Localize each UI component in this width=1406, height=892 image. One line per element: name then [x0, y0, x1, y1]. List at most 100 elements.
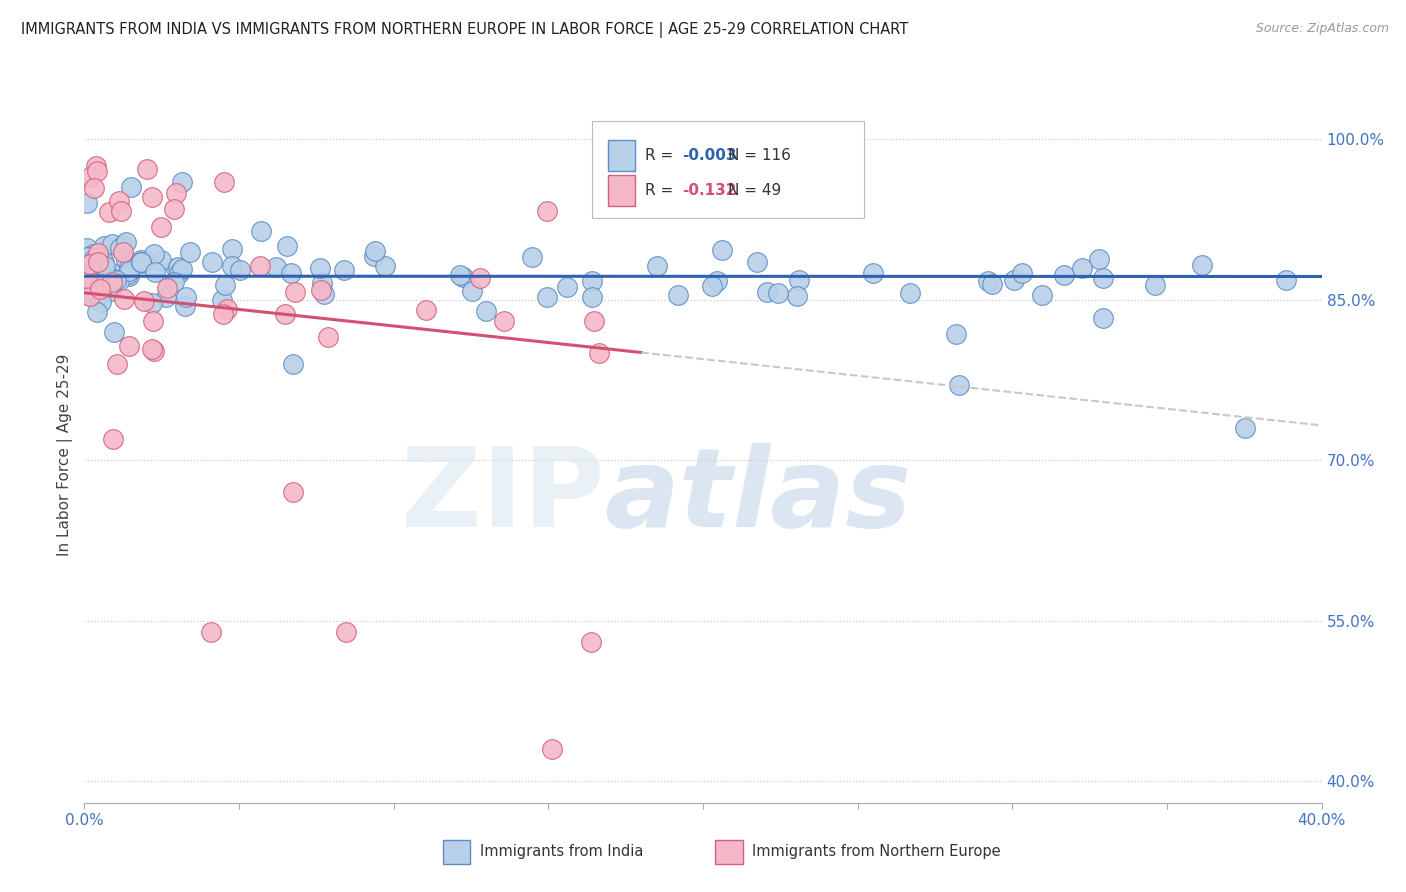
- Point: [129, 252, 152, 267]
- Point: [647, 259, 669, 273]
- Point: [93, 271, 115, 285]
- Point: [83, 252, 105, 266]
- Point: [1087, 252, 1109, 267]
- Point: [89, 277, 111, 291]
- Point: [250, 223, 273, 237]
- Point: [1274, 273, 1296, 287]
- Text: Immigrants from Northern Europe: Immigrants from Northern Europe: [752, 844, 1001, 859]
- Point: [862, 266, 884, 280]
- Point: [172, 261, 194, 276]
- Point: [492, 314, 515, 328]
- Point: [948, 378, 970, 392]
- Text: ZIP: ZIP: [401, 443, 605, 550]
- Point: [173, 300, 195, 314]
- Point: [333, 263, 356, 277]
- Point: [461, 284, 484, 298]
- Point: [1092, 310, 1115, 325]
- Point: [249, 259, 271, 273]
- Point: [229, 262, 252, 277]
- Point: [179, 245, 201, 260]
- Point: [135, 253, 157, 268]
- Point: [200, 624, 222, 639]
- Point: [105, 357, 128, 371]
- Point: [77, 271, 100, 285]
- Point: [474, 304, 496, 318]
- Point: [415, 303, 437, 318]
- Point: [76, 283, 98, 297]
- Point: [666, 288, 689, 302]
- Y-axis label: In Labor Force | Age 25-29: In Labor Force | Age 25-29: [58, 354, 73, 556]
- Point: [711, 243, 734, 257]
- Point: [280, 266, 302, 280]
- Point: [117, 267, 139, 281]
- Point: [79, 289, 101, 303]
- Point: [756, 285, 779, 299]
- Point: [76, 250, 98, 264]
- Point: [766, 285, 789, 300]
- Point: [312, 287, 335, 301]
- Point: [114, 252, 136, 267]
- Point: [97, 204, 120, 219]
- Point: [163, 202, 186, 216]
- Point: [79, 259, 101, 273]
- Point: [155, 290, 177, 304]
- Point: [700, 278, 723, 293]
- Point: [789, 273, 811, 287]
- Text: R =: R =: [645, 183, 678, 198]
- Point: [212, 307, 235, 321]
- Point: [100, 272, 122, 286]
- FancyBboxPatch shape: [607, 175, 636, 206]
- Point: [143, 247, 166, 261]
- Point: [363, 250, 385, 264]
- Point: [581, 274, 603, 288]
- Point: [1011, 266, 1033, 280]
- Point: [129, 255, 152, 269]
- Point: [131, 254, 153, 268]
- Point: [136, 161, 159, 176]
- Point: [520, 250, 543, 264]
- Point: [143, 265, 166, 279]
- Point: [977, 274, 1000, 288]
- Point: [581, 290, 603, 304]
- Point: [165, 186, 187, 200]
- Point: [93, 260, 115, 274]
- Point: [83, 181, 105, 195]
- Point: [118, 264, 141, 278]
- Point: [470, 271, 492, 285]
- Text: Immigrants from India: Immigrants from India: [481, 844, 644, 859]
- Point: [449, 268, 471, 283]
- Point: [100, 285, 122, 299]
- Point: [112, 292, 135, 306]
- Point: [1053, 268, 1076, 283]
- Point: [215, 301, 238, 316]
- Point: [1070, 260, 1092, 275]
- Point: [103, 325, 125, 339]
- Point: [86, 159, 108, 173]
- Point: [451, 270, 474, 285]
- Point: [108, 274, 131, 288]
- FancyBboxPatch shape: [607, 140, 636, 171]
- Point: [588, 346, 610, 360]
- Point: [103, 271, 125, 285]
- Point: [108, 194, 131, 208]
- Point: [745, 254, 768, 268]
- Point: [76, 276, 98, 290]
- Point: [211, 293, 233, 307]
- Text: N = 49: N = 49: [728, 183, 780, 198]
- Text: Source: ZipAtlas.com: Source: ZipAtlas.com: [1256, 22, 1389, 36]
- Text: R =: R =: [645, 148, 678, 163]
- Text: -0.003: -0.003: [682, 148, 737, 163]
- Point: [101, 432, 124, 446]
- Point: [90, 285, 112, 300]
- Point: [89, 282, 111, 296]
- Point: [79, 169, 101, 184]
- Point: [174, 290, 197, 304]
- Point: [166, 260, 188, 274]
- Point: [90, 294, 112, 309]
- Point: [1002, 273, 1025, 287]
- Point: [167, 266, 190, 280]
- Point: [111, 265, 134, 279]
- Point: [104, 273, 127, 287]
- Point: [110, 204, 132, 219]
- Point: [221, 242, 243, 256]
